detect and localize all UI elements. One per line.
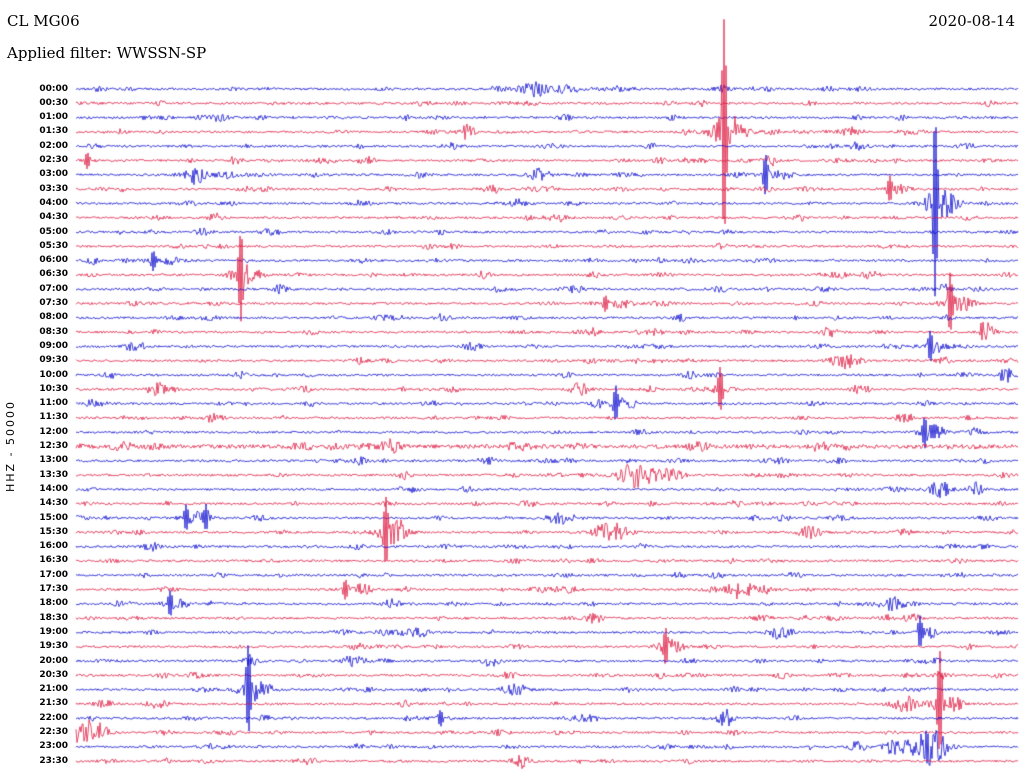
time-label: 07:30 [39, 298, 68, 308]
applied-filter-label: Applied filter: WWSSN-SP [7, 44, 207, 62]
time-label: 23:30 [39, 755, 68, 766]
time-label: 20:00 [39, 655, 68, 666]
time-label: 08:00 [39, 312, 68, 323]
time-label: 11:30 [39, 412, 68, 423]
time-label: 05:00 [39, 226, 68, 237]
time-label: 00:00 [39, 83, 68, 94]
time-label: 05:30 [39, 240, 68, 251]
time-label: 00:30 [39, 97, 68, 108]
time-label: 07:00 [39, 283, 68, 294]
time-label: 01:00 [39, 112, 68, 123]
time-label: 10:00 [39, 369, 68, 380]
time-label: 19:30 [39, 641, 68, 652]
time-label: 13:30 [39, 469, 68, 480]
time-label: 04:30 [39, 212, 68, 223]
time-label: 02:00 [39, 140, 68, 151]
time-label: 22:00 [39, 712, 68, 723]
time-label: 17:30 [39, 584, 68, 594]
time-label: 18:30 [39, 612, 68, 623]
time-label: 12:00 [39, 426, 68, 437]
time-label: 18:00 [39, 598, 68, 609]
record-date: 2020-08-14 [928, 12, 1015, 30]
time-label: 14:00 [39, 483, 68, 494]
time-label: 09:30 [39, 355, 68, 366]
time-label: 10:30 [39, 383, 68, 394]
time-label: 16:00 [39, 541, 68, 552]
time-label: 15:00 [39, 512, 68, 523]
time-label: 21:00 [39, 684, 68, 695]
time-label: 16:30 [39, 555, 68, 566]
time-label: 23:00 [39, 741, 68, 752]
time-label: 08:30 [39, 326, 68, 337]
time-label: 22:30 [39, 727, 68, 737]
time-label: 21:30 [39, 698, 68, 709]
time-label: 09:00 [39, 340, 68, 351]
time-label: 14:30 [39, 498, 68, 509]
time-label: 17:00 [39, 569, 68, 580]
station-code: CL MG06 [7, 12, 80, 30]
time-label: 13:00 [39, 455, 68, 466]
time-label: 01:30 [39, 126, 68, 137]
time-label: 02:30 [39, 155, 68, 165]
time-label: 11:00 [39, 398, 68, 409]
time-label: 06:00 [39, 255, 68, 266]
time-label: 03:00 [39, 169, 68, 180]
time-label: 06:30 [39, 269, 68, 280]
time-label: 20:30 [39, 669, 68, 680]
time-label: 12:30 [39, 441, 68, 451]
time-label: 15:30 [39, 526, 68, 537]
time-label: 04:00 [39, 197, 68, 208]
time-label: 19:00 [39, 626, 68, 637]
time-label: 03:30 [39, 183, 68, 194]
